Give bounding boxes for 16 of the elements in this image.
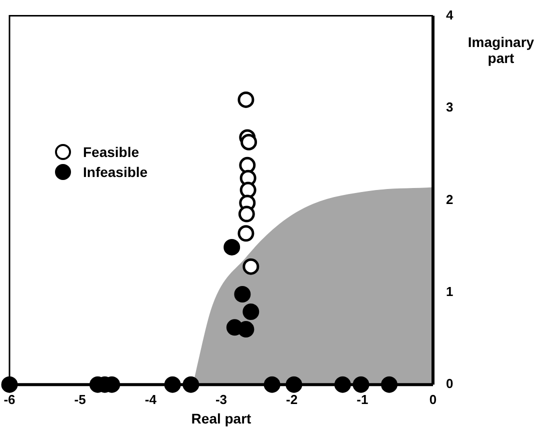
legend-label: Feasible — [83, 144, 140, 160]
x-tick-label: -4 — [144, 392, 158, 407]
y-axis-title: Imaginary part — [466, 34, 536, 66]
x-tick-label: -6 — [4, 392, 16, 407]
y-tick-label: 0 — [446, 376, 454, 392]
x-tick-label: -5 — [74, 392, 86, 407]
x-axis-title: Real part — [191, 410, 252, 426]
y-tick-label: 1 — [446, 284, 454, 299]
legend-label: Infeasible — [83, 164, 148, 180]
x-tick-label: 0 — [429, 392, 437, 407]
y-tick-label: 2 — [446, 192, 454, 207]
x-tick-label: -2 — [286, 392, 298, 407]
x-tick-label: -1 — [356, 392, 368, 407]
x-tick-label: -3 — [215, 392, 228, 407]
y-tick-label: 4 — [446, 7, 454, 22]
y-tick-label: 3 — [446, 100, 454, 115]
